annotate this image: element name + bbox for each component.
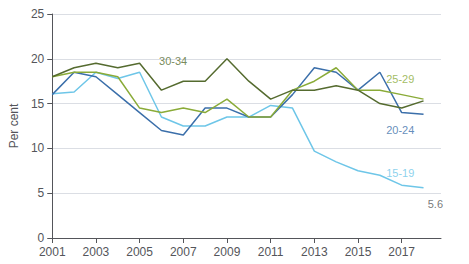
svg-text:20: 20 xyxy=(31,52,45,66)
svg-text:0: 0 xyxy=(38,231,45,245)
svg-text:2009: 2009 xyxy=(214,245,241,259)
svg-text:2005: 2005 xyxy=(126,245,153,259)
svg-text:2001: 2001 xyxy=(39,245,66,259)
svg-text:15: 15 xyxy=(31,97,45,111)
svg-text:10: 10 xyxy=(31,141,45,155)
svg-text:20-24: 20-24 xyxy=(386,124,414,136)
svg-text:15-19: 15-19 xyxy=(386,167,414,179)
svg-text:Per cent: Per cent xyxy=(7,103,21,148)
svg-text:2011: 2011 xyxy=(258,245,284,259)
svg-text:5: 5 xyxy=(38,186,45,200)
svg-text:25-29: 25-29 xyxy=(386,73,414,85)
svg-text:2007: 2007 xyxy=(170,245,197,259)
svg-text:2017: 2017 xyxy=(388,245,415,259)
svg-text:2003: 2003 xyxy=(83,245,110,259)
svg-text:2013: 2013 xyxy=(301,245,328,259)
svg-text:30-34: 30-34 xyxy=(159,55,187,67)
svg-text:2015: 2015 xyxy=(345,245,372,259)
svg-text:5.6: 5.6 xyxy=(428,198,443,210)
svg-text:25: 25 xyxy=(31,7,45,21)
